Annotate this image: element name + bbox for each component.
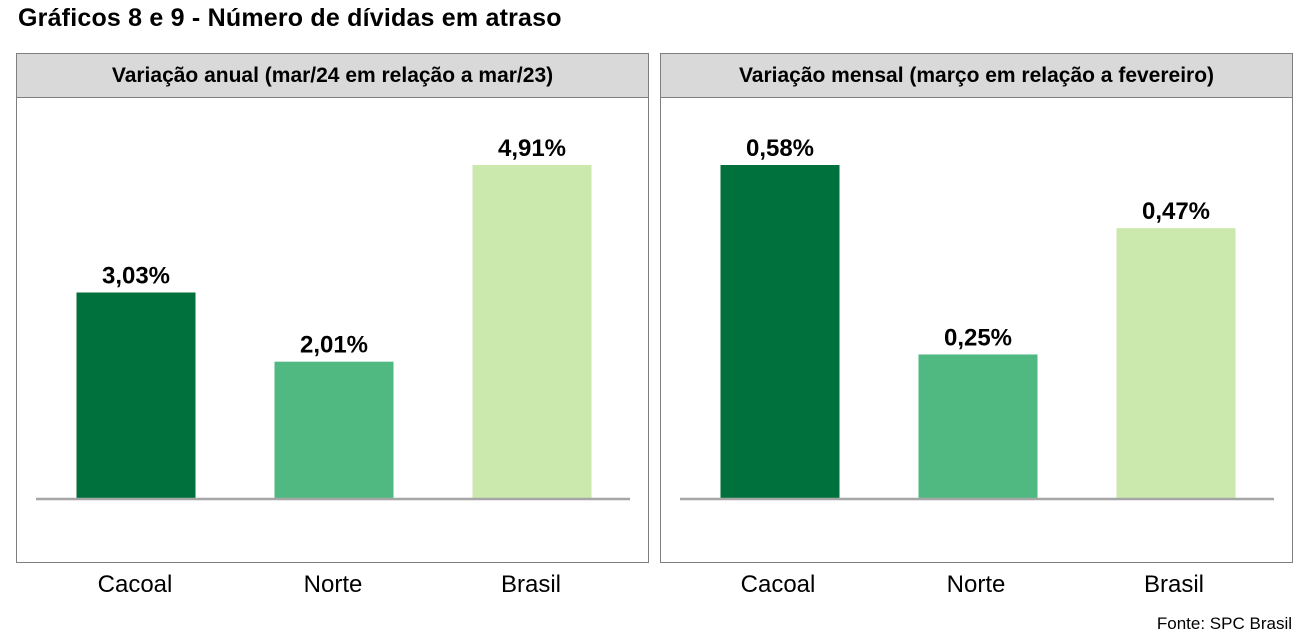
monthly-chart-plot: 0,58% 0,25% 0,47% bbox=[680, 135, 1274, 501]
monthly-bar-norte bbox=[918, 354, 1038, 498]
monthly-chart-title: Variação mensal (março em relação a feve… bbox=[661, 54, 1292, 98]
monthly-category-label-cacoal: Cacoal bbox=[740, 571, 816, 598]
annual-value-label-norte: 2,01% bbox=[300, 332, 368, 359]
page-title: Gráficos 8 e 9 - Número de dívidas em at… bbox=[18, 4, 562, 32]
monthly-category-label-brasil: Brasil bbox=[1143, 571, 1204, 598]
monthly-category-label-norte: Norte bbox=[946, 571, 1006, 598]
source-note: Fonte: SPC Brasil bbox=[1156, 614, 1292, 633]
annual-bar-brasil bbox=[472, 165, 592, 498]
monthly-bar-cacoal bbox=[720, 165, 840, 498]
annual-value-label-cacoal: 3,03% bbox=[102, 263, 170, 290]
annual-bar-cacoal bbox=[76, 292, 196, 498]
annual-variation-chart: Variação anual (mar/24 em relação a mar/… bbox=[16, 53, 649, 563]
annual-category-label-brasil: Brasil bbox=[500, 571, 561, 598]
monthly-value-label-brasil: 0,47% bbox=[1142, 198, 1210, 225]
monthly-bar-brasil bbox=[1116, 228, 1236, 499]
annual-chart-title: Variação anual (mar/24 em relação a mar/… bbox=[17, 54, 648, 98]
monthly-value-label-norte: 0,25% bbox=[944, 324, 1012, 351]
annual-chart-plot: 3,03% 2,01% 4,91% bbox=[36, 135, 630, 501]
monthly-variation-chart: Variação mensal (março em relação a feve… bbox=[660, 53, 1293, 563]
monthly-value-label-cacoal: 0,58% bbox=[746, 135, 814, 162]
annual-value-label-brasil: 4,91% bbox=[498, 135, 566, 162]
annual-category-label-cacoal: Cacoal bbox=[97, 571, 173, 598]
annual-bar-norte bbox=[274, 361, 394, 498]
annual-category-label-norte: Norte bbox=[303, 571, 363, 598]
